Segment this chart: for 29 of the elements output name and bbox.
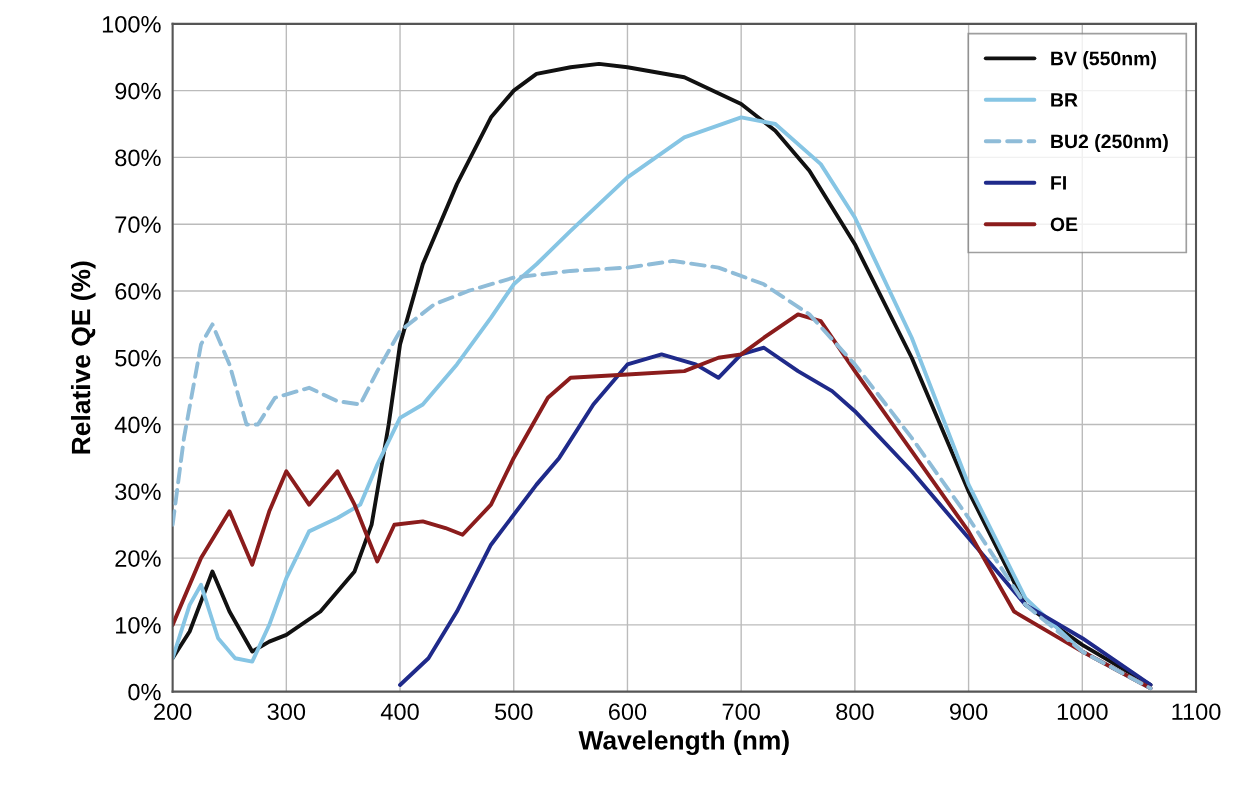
y-tick-label: 80% [115, 149, 161, 167]
x-tick-label: 500 [495, 703, 533, 721]
x-tick-label: 1000 [1057, 703, 1108, 721]
x-tick-label: 600 [608, 703, 647, 721]
y-tick-label: 90% [115, 82, 161, 100]
y-tick-label: 50% [115, 349, 161, 367]
x-tick-label: 1100 [1172, 703, 1221, 721]
y-tick-label: 10% [116, 616, 161, 634]
y-tick-label: 70% [115, 216, 161, 233]
y-tick-label: 40% [114, 416, 161, 434]
x-tick-label: 400 [380, 703, 419, 721]
x-tick-label: 800 [836, 703, 874, 721]
y-axis-title: Relative QE (%) [70, 261, 96, 454]
legend-label: BR [1051, 93, 1078, 107]
legend-label: OE [1050, 217, 1078, 232]
legend-label: FI [1051, 176, 1066, 190]
x-axis-title: Wavelength (nm) [578, 730, 789, 756]
x-tick-label: 700 [722, 703, 760, 721]
y-tick-label: 30% [115, 483, 161, 501]
legend-label: BU2 (250nm) [1051, 133, 1168, 153]
y-tick-label: 0% [128, 683, 161, 701]
legend-label: BV (550nm) [1051, 51, 1156, 70]
y-tick-label: 20% [115, 550, 161, 567]
line-series [398, 345, 1153, 687]
x-tick-label: 900 [950, 703, 988, 721]
x-tick-label: 300 [267, 703, 306, 721]
y-tick-label: 100% [102, 15, 161, 33]
y-tick-label: 60% [115, 283, 161, 300]
x-tick-label: 200 [154, 703, 192, 721]
